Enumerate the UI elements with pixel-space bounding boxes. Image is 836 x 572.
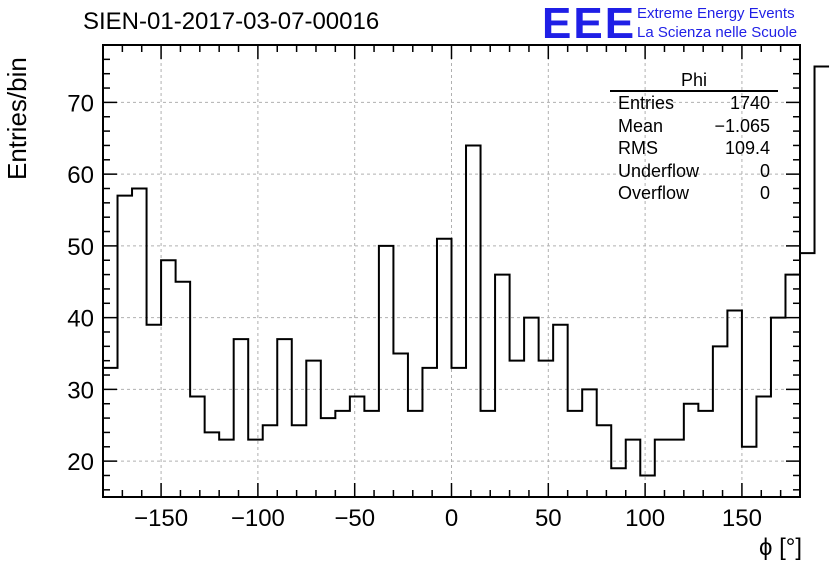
x-tick-label: −150	[134, 505, 188, 532]
histogram-bin	[742, 447, 757, 497]
histogram-bin	[611, 468, 626, 497]
histogram-bin	[481, 411, 496, 497]
logo-caption-line1: Extreme Energy Events	[637, 5, 795, 22]
stats-value: 0	[759, 160, 770, 181]
histogram-bin	[408, 411, 423, 497]
histogram-bin	[176, 282, 191, 497]
x-tick-label: 150	[722, 505, 762, 532]
histogram-bin	[205, 432, 220, 497]
x-tick-label: 100	[625, 505, 665, 532]
stats-row-overflow: Overflow 0	[610, 182, 778, 205]
histogram-bin	[713, 346, 728, 497]
histogram-bin	[495, 275, 510, 497]
histogram-bin	[568, 411, 583, 497]
x-tick-label: −100	[231, 505, 285, 532]
histogram-bin	[248, 440, 263, 497]
stats-label: RMS	[618, 138, 658, 158]
histogram-bin	[350, 397, 365, 497]
stats-row-underflow: Underflow 0	[610, 160, 778, 183]
histogram-bin	[219, 440, 234, 497]
x-tick-label: 0	[445, 505, 458, 532]
histogram-bin	[132, 188, 147, 497]
histogram-bin	[524, 318, 539, 497]
histogram-bin	[437, 239, 452, 497]
stats-value: 0	[759, 183, 770, 203]
x-axis-label: ϕ [°]	[758, 534, 802, 561]
histogram-bin	[292, 425, 307, 497]
eee-logo: EEE	[542, 0, 637, 48]
chart-title: SIEN-01-2017-03-07-00016	[83, 8, 380, 35]
y-axis-label: Entries/bin	[2, 57, 32, 180]
histogram-bin	[277, 339, 292, 497]
histogram-bin	[698, 411, 713, 497]
histogram-bin	[422, 368, 437, 497]
histogram-bin	[161, 260, 176, 497]
histogram-bin	[263, 425, 278, 497]
histogram-bin	[553, 325, 568, 497]
y-tick-label: 50	[67, 234, 94, 261]
stats-label: Overflow	[618, 183, 690, 203]
y-tick-label: 60	[67, 162, 94, 189]
stats-value: 109.4	[724, 138, 770, 158]
histogram-bin	[393, 354, 408, 497]
y-tick-label: 20	[67, 449, 94, 476]
stats-rows: Entries 1740 Mean −1.065 RMS 109.4 Underflow 0 O…	[610, 92, 778, 205]
histogram-bin	[626, 440, 641, 497]
x-tick-label: 50	[535, 505, 562, 532]
histogram-bin	[379, 246, 394, 497]
stats-label: Mean	[618, 115, 664, 136]
histogram-bin	[539, 361, 554, 497]
histogram-bin	[466, 145, 481, 497]
histogram-bin	[669, 440, 684, 497]
histogram-bin	[321, 418, 336, 497]
histogram-bin	[452, 368, 467, 497]
histogram-bin	[815, 67, 830, 497]
stats-label: Underflow	[618, 160, 700, 181]
histogram-bin	[727, 310, 742, 497]
histogram-bin	[785, 275, 800, 497]
stats-label: Entries	[618, 93, 675, 113]
histogram-bin	[335, 411, 350, 497]
histogram-bin	[640, 475, 655, 497]
logo-caption: Extreme Energy Events La Scienza nelle S…	[637, 4, 797, 42]
histogram-bin	[364, 411, 379, 497]
histogram-bin	[800, 253, 815, 497]
stats-row-rms: RMS 109.4	[610, 137, 778, 160]
x-tick-label: −50	[334, 505, 375, 532]
histogram-bin	[510, 361, 525, 497]
stats-title: Phi	[610, 70, 778, 92]
histogram-bin	[582, 389, 597, 497]
stats-row-mean: Mean −1.065	[610, 115, 778, 138]
y-tick-label: 40	[67, 306, 94, 333]
stats-value: 1740	[729, 93, 770, 113]
logo-caption-line2: La Scienza nelle Scuole	[637, 24, 798, 41]
histogram-bin	[684, 404, 699, 497]
stats-value: −1.065	[714, 115, 770, 136]
histogram-bin	[147, 325, 162, 497]
y-tick-label: 30	[67, 377, 94, 404]
histogram-bin	[234, 339, 249, 497]
histogram-bin	[118, 196, 133, 497]
histogram-bin	[771, 318, 786, 497]
histogram-series	[103, 65, 830, 477]
y-tick-label: 70	[67, 90, 94, 117]
stats-row-entries: Entries 1740	[610, 92, 778, 115]
histogram-bin	[306, 361, 321, 497]
histogram-bin	[597, 425, 612, 497]
histogram-bin	[190, 397, 205, 497]
stats-box: Phi Entries 1740 Mean −1.065 RMS 109.4 Underfl…	[610, 70, 778, 205]
histogram-bin	[756, 397, 771, 497]
histogram-bin	[655, 440, 670, 497]
